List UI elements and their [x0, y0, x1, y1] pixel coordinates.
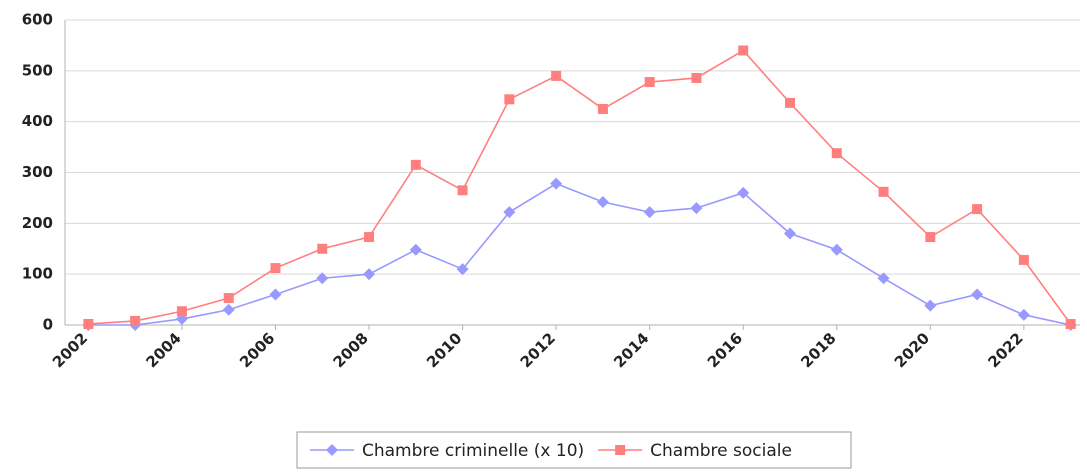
marker — [457, 185, 468, 196]
x-tick-label: 2020 — [891, 329, 933, 371]
x-tick-label: 2004 — [143, 329, 185, 371]
marker — [643, 206, 656, 219]
marker — [1065, 318, 1076, 329]
y-tick-label: 400 — [22, 112, 53, 130]
x-tick-label: 2014 — [610, 329, 652, 371]
marker — [691, 72, 702, 83]
marker — [737, 186, 750, 199]
marker — [409, 243, 422, 256]
x-tick-label: 2006 — [236, 329, 278, 371]
marker — [972, 204, 983, 215]
marker — [971, 288, 984, 301]
marker — [924, 299, 937, 312]
y-tick-label: 500 — [22, 61, 53, 79]
marker — [878, 186, 889, 197]
legend-label: Chambre sociale — [650, 441, 792, 461]
marker — [269, 288, 282, 301]
marker — [830, 243, 843, 256]
x-tick-label: 2016 — [704, 329, 746, 371]
marker — [503, 206, 516, 219]
marker — [223, 293, 234, 304]
marker — [222, 303, 235, 316]
marker — [363, 268, 376, 281]
marker — [130, 315, 141, 326]
marker — [644, 77, 655, 88]
marker — [784, 227, 796, 240]
marker — [925, 232, 936, 243]
marker — [317, 243, 328, 254]
series-line — [88, 49, 1072, 325]
marker — [270, 263, 281, 274]
x-tick-label: 2002 — [49, 329, 91, 371]
x-tick-label: 2018 — [797, 329, 839, 371]
legend-label: Chambre criminelle (x 10) — [362, 441, 584, 461]
x-tick-label: 2008 — [330, 329, 372, 371]
marker — [1018, 254, 1029, 265]
marker — [410, 159, 421, 170]
x-tick-label: 2012 — [517, 329, 559, 371]
marker — [690, 202, 703, 215]
marker — [738, 45, 749, 56]
series-line — [88, 182, 1071, 326]
x-tick-label: 2010 — [423, 329, 465, 371]
marker — [877, 272, 890, 285]
y-tick-label: 0 — [43, 316, 53, 334]
y-tick-label: 100 — [22, 265, 53, 283]
legend: Chambre criminelle (x 10) Chambre sociale — [296, 431, 852, 469]
y-tick-label: 300 — [22, 163, 53, 181]
marker — [550, 177, 563, 190]
legend-marker — [326, 444, 338, 456]
marker — [456, 263, 469, 276]
marker — [596, 195, 609, 208]
marker — [831, 148, 842, 159]
marker — [83, 318, 94, 329]
marker — [364, 232, 375, 243]
y-tick-label: 200 — [22, 214, 53, 232]
marker — [597, 103, 608, 114]
y-tick-label: 600 — [22, 11, 53, 29]
marker — [1017, 308, 1030, 321]
marker — [504, 94, 515, 105]
marker — [176, 306, 187, 317]
legend-marker — [615, 445, 626, 455]
marker — [785, 97, 795, 108]
marker — [551, 70, 562, 81]
marker — [316, 272, 329, 285]
legend-box — [296, 431, 852, 469]
x-tick-label: 2022 — [984, 329, 1026, 371]
